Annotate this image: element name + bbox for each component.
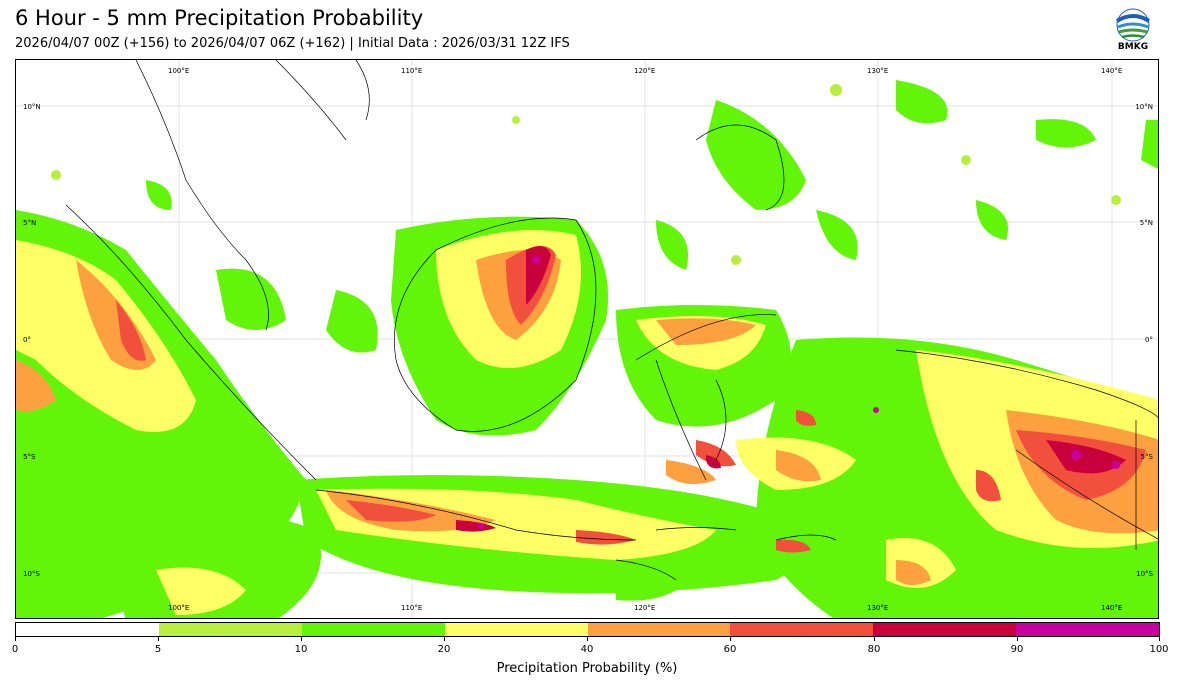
precipitation-field [16,80,1158,618]
colorbar-segment [301,623,445,636]
lat-label-right: 5°N [1140,219,1153,227]
map-axis-labels: 100°E 110°E 120°E 130°E 140°E 100°E 110°… [23,67,1154,612]
colorbar-tick-label: 5 [154,644,162,655]
lat-label-right: 10°N [1135,103,1153,111]
colorbar-segment [873,623,1017,636]
colorbar-tick-label: 40 [580,644,594,655]
lat-label-left: 5°S [23,453,36,461]
lat-label-left: 10°N [23,103,41,111]
colorbar-tick-label: 90 [1010,644,1024,655]
bmkg-logo-text: BMKG [1117,42,1149,52]
lat-label-left: 10°S [23,570,40,578]
lon-label-bottom: 130°E [867,604,888,612]
colorbar-tick [301,637,302,641]
lon-label-top: 110°E [401,67,422,75]
lat-label-right: 0° [1145,336,1153,344]
colorbar-tick [158,637,159,641]
colorbar-tick [444,637,445,641]
colorbar-segment [158,623,302,636]
colorbar-tick [1159,637,1160,641]
bmkg-logo-icon [1115,8,1151,42]
colorbar-segment [587,623,731,636]
colorbar-tick [15,637,16,641]
colorbar-tick [1017,637,1018,641]
colorbar-tick [874,637,875,641]
lat-label-right: 10°S [1136,570,1153,578]
lon-label-bottom: 140°E [1101,604,1122,612]
colorbar-segment [730,623,874,636]
lat-label-left: 5°N [23,219,36,227]
lon-label-top: 130°E [867,67,888,75]
colorbar-tick-label: 80 [867,644,881,655]
lon-label-top: 140°E [1101,67,1122,75]
colorbar-tick-label: 100 [1149,644,1169,655]
colorbar-tick-label: 20 [437,644,451,655]
colorbar-tick [587,637,588,641]
colorbar-tick-label: 60 [723,644,737,655]
lat-label-right: 5°S [1141,453,1154,461]
map-subtitle: 2026/04/07 00Z (+156) to 2026/04/07 06Z … [15,36,570,51]
lon-label-bottom: 100°E [168,604,189,612]
colorbar-segment [444,623,588,636]
colorbar-segment [1016,623,1159,636]
precipitation-map: 100°E 110°E 120°E 130°E 140°E 100°E 110°… [15,59,1159,619]
colorbar-tick-label: 0 [11,644,19,655]
lon-label-bottom: 120°E [634,604,655,612]
lon-label-top: 120°E [634,67,655,75]
lon-label-top: 100°E [168,67,189,75]
lat-label-left: 0° [23,336,31,344]
colorbar-tick [730,637,731,641]
map-title: 6 Hour - 5 mm Precipitation Probability [15,6,424,30]
map-canvas: 100°E 110°E 120°E 130°E 140°E 100°E 110°… [16,60,1158,618]
lon-label-bottom: 110°E [401,604,422,612]
colorbar [15,622,1160,637]
coastlines [65,60,1158,581]
colorbar-label: Precipitation Probability (%) [496,661,678,676]
colorbar-tick-label: 10 [294,644,308,655]
colorbar-segment [16,623,159,636]
